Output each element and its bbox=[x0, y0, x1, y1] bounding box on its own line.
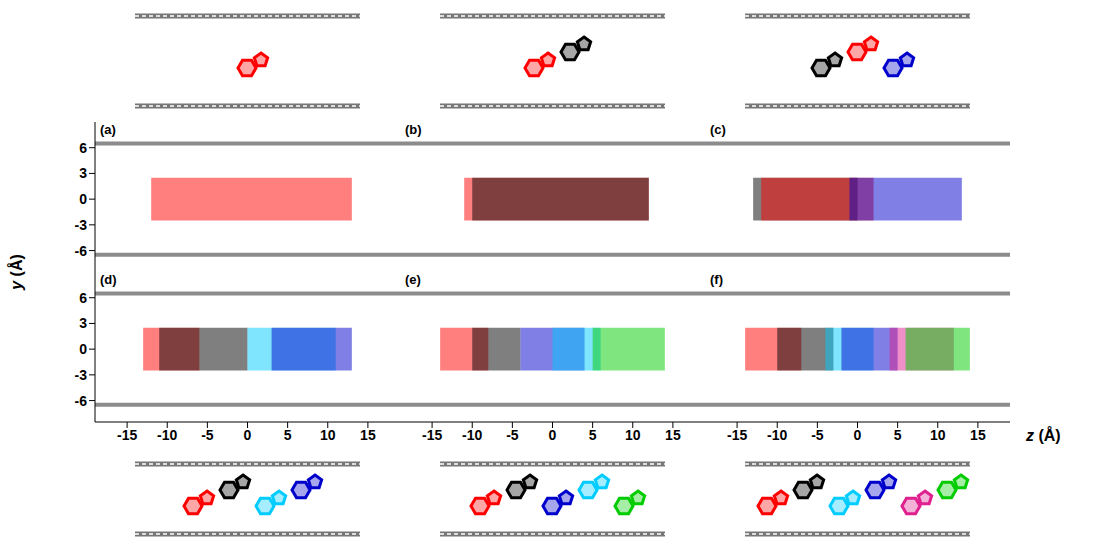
svg-text:-5: -5 bbox=[811, 427, 824, 443]
svg-text:5: 5 bbox=[589, 427, 597, 443]
svg-text:-3: -3 bbox=[75, 367, 88, 383]
svg-text:15: 15 bbox=[360, 427, 376, 443]
svg-text:10: 10 bbox=[930, 427, 946, 443]
html-text:(f): (f) bbox=[710, 272, 723, 287]
svg-text:-15: -15 bbox=[422, 427, 442, 443]
svg-text:-3: -3 bbox=[75, 217, 88, 233]
svg-text:15: 15 bbox=[665, 427, 681, 443]
html-text:(b): (b) bbox=[405, 122, 422, 137]
svg-text:3: 3 bbox=[79, 315, 87, 331]
svg-text:-15: -15 bbox=[727, 427, 747, 443]
html-text:(c): (c) bbox=[710, 122, 726, 137]
svg-text:z (Å): z (Å) bbox=[1025, 426, 1061, 444]
svg-text:-10: -10 bbox=[157, 427, 177, 443]
svg-text:-10: -10 bbox=[767, 427, 787, 443]
svg-text:-5: -5 bbox=[201, 427, 214, 443]
html-text:(d): (d) bbox=[100, 272, 117, 287]
svg-text:0: 0 bbox=[854, 427, 862, 443]
svg-text:-5: -5 bbox=[506, 427, 519, 443]
svg-text:15: 15 bbox=[970, 427, 986, 443]
html-text:(e): (e) bbox=[405, 272, 421, 287]
svg-text:-10: -10 bbox=[462, 427, 482, 443]
svg-text:y (Å): y (Å) bbox=[7, 254, 25, 291]
svg-text:-6: -6 bbox=[75, 393, 88, 409]
svg-text:6: 6 bbox=[79, 140, 87, 156]
svg-text:5: 5 bbox=[284, 427, 292, 443]
svg-text:0: 0 bbox=[79, 341, 87, 357]
svg-text:0: 0 bbox=[79, 191, 87, 207]
svg-text:3: 3 bbox=[79, 165, 87, 181]
svg-text:0: 0 bbox=[549, 427, 557, 443]
svg-text:5: 5 bbox=[894, 427, 902, 443]
svg-text:10: 10 bbox=[625, 427, 641, 443]
svg-text:0: 0 bbox=[244, 427, 252, 443]
svg-text:10: 10 bbox=[320, 427, 336, 443]
svg-text:-6: -6 bbox=[75, 243, 88, 259]
html-text:(a): (a) bbox=[100, 122, 116, 137]
svg-text:-15: -15 bbox=[117, 427, 137, 443]
svg-text:6: 6 bbox=[79, 290, 87, 306]
